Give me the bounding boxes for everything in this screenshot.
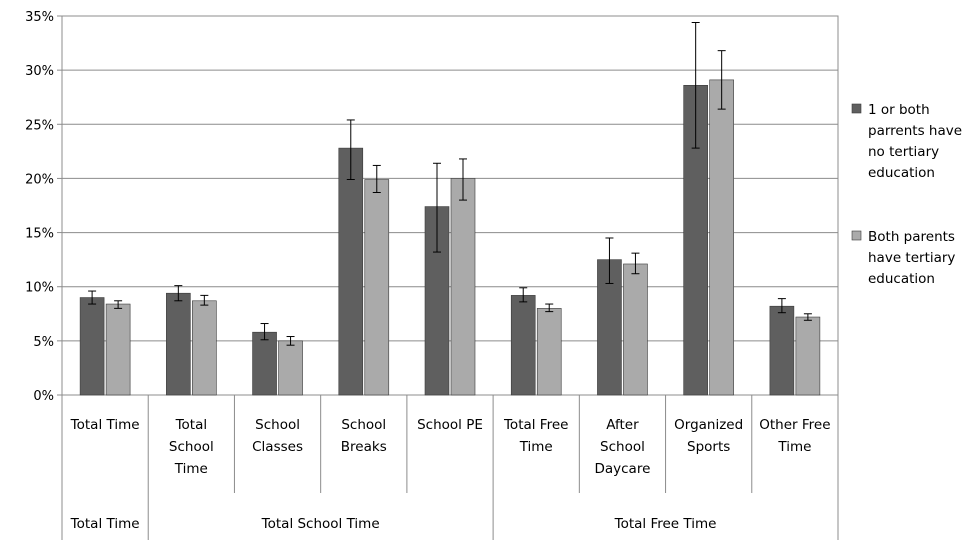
y-tick-label: 35% [25,10,54,25]
y-tick-label: 30% [25,64,54,79]
bar [709,79,734,396]
legend-label: Both parents have tertiary education [868,229,955,287]
y-tick-label: 25% [25,118,54,133]
bar [192,300,217,396]
legend-swatch [851,103,862,114]
x-category-label: After School Daycare [594,417,650,477]
bar [623,263,648,396]
bar [166,292,191,396]
x-group-label: Total Time [70,516,140,532]
bar [252,331,277,396]
y-tick-label: 15% [25,227,54,242]
bar [769,305,795,396]
bar [278,340,303,396]
bar [536,308,562,396]
legend-label: 1 or both parrents have no tertiary educati… [868,102,962,181]
x-category-label: School Classes [252,417,303,455]
bar [105,303,131,396]
bar [510,295,536,396]
y-tick-label: 20% [25,172,54,187]
x-category-label: Total Free Time [503,417,568,455]
x-category-label: School PE [417,417,483,433]
x-category-label: School Breaks [341,417,387,455]
y-tick-label: 10% [25,281,54,296]
bar [338,147,364,396]
bar [364,179,390,396]
bar [795,316,821,396]
legend-swatch [851,230,862,241]
bar [79,297,105,396]
bar [450,178,476,396]
x-category-label: Other Free Time [759,417,830,455]
x-group-label: Total School Time [261,516,380,532]
y-tick-label: 5% [33,335,54,350]
x-category-label: Total School Time [169,417,214,477]
x-category-label: Total Time [70,417,140,433]
x-category-label: Organized Sports [674,417,743,455]
x-group-label: Total Free Time [614,516,717,532]
y-tick-label: 0% [33,389,54,404]
